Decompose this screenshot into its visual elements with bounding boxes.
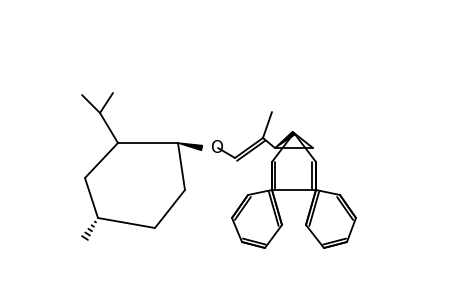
Polygon shape — [274, 131, 295, 148]
Text: O: O — [210, 139, 223, 157]
Polygon shape — [178, 143, 202, 150]
